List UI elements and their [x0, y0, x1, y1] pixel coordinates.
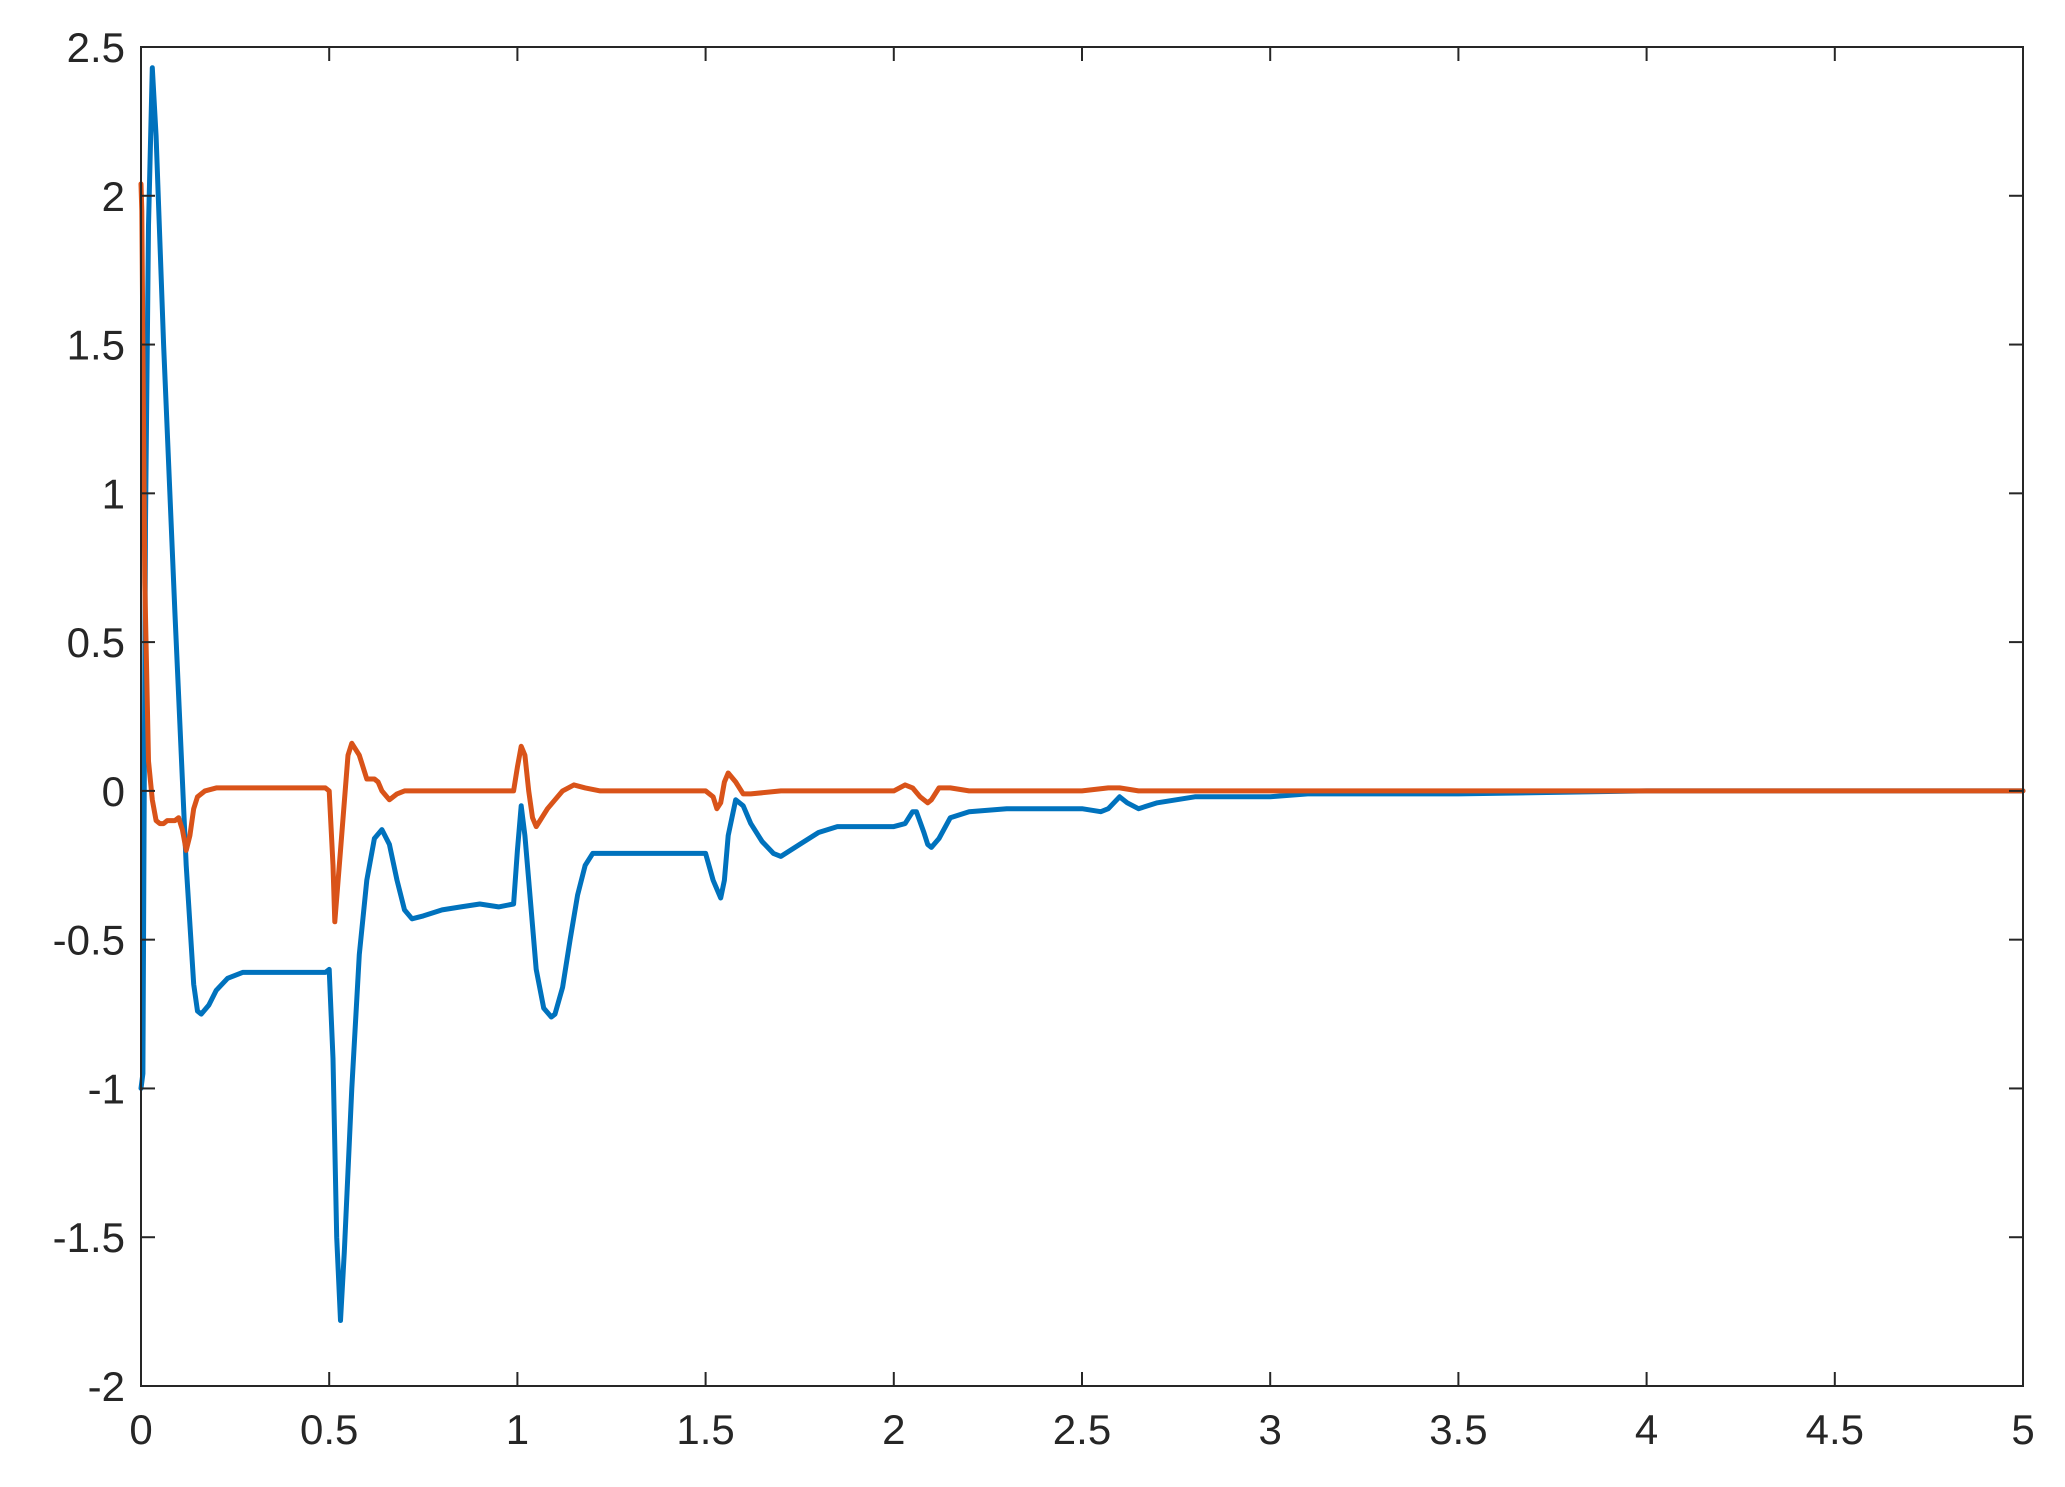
- plot-background: [141, 47, 2023, 1386]
- x-tick-label: 3: [1259, 1406, 1282, 1453]
- x-axis-ticks: 0 0.5 1 1.5 2 2.5 3 3.5 4 4.5 5: [129, 47, 2035, 1453]
- x-tick-label: 1: [506, 1406, 529, 1453]
- y-tick-label: -1.5: [53, 1214, 125, 1261]
- x-tick-label: 4.5: [1806, 1406, 1864, 1453]
- x-tick-label: 1.5: [676, 1406, 734, 1453]
- x-tick-label: 2.5: [1053, 1406, 1111, 1453]
- y-tick-label: 0: [102, 768, 125, 815]
- series-line-2: [138, 181, 2026, 925]
- series-layer: [138, 65, 2026, 1323]
- x-tick-label: 3.5: [1429, 1406, 1487, 1453]
- y-tick-label: -1: [88, 1065, 125, 1112]
- y-axis-ticks: -2 -1.5 -1 -0.5 0 0.5 1 1.5 2 2.5: [53, 24, 2023, 1410]
- series-line-1: [138, 65, 2026, 1323]
- y-tick-label: 0.5: [67, 619, 125, 666]
- x-tick-label: 2: [882, 1406, 905, 1453]
- y-tick-label: -2: [88, 1363, 125, 1410]
- y-tick-label: 1: [102, 470, 125, 517]
- y-tick-label: 1.5: [67, 322, 125, 369]
- y-tick-label: -0.5: [53, 917, 125, 964]
- x-tick-label: 5: [2011, 1406, 2034, 1453]
- x-tick-label: 4: [1635, 1406, 1658, 1453]
- y-tick-label: 2.5: [67, 24, 125, 71]
- x-tick-label: 0: [129, 1406, 152, 1453]
- y-tick-label: 2: [102, 173, 125, 220]
- x-tick-label: 0.5: [300, 1406, 358, 1453]
